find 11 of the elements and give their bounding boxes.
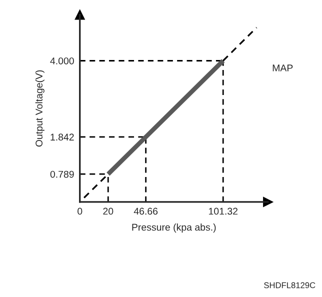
y-tick-label: 0.789 <box>50 170 74 178</box>
x-axis-title: Pressure (kpa abs.) <box>132 224 216 233</box>
y-axis-title: Output Voltage(V) <box>35 70 44 147</box>
text: MAP <box>272 64 293 72</box>
text: SHDFL8129C <box>264 282 316 288</box>
x-tick-label: 101.32 <box>208 208 238 215</box>
x-tick-label: 20 <box>103 208 114 215</box>
x-tick-label: 0 <box>78 208 82 215</box>
y-tick-label: 4.000 <box>50 57 74 64</box>
x-tick-label: 46.66 <box>134 208 158 215</box>
y-tick-label: 1.842 <box>50 134 74 141</box>
